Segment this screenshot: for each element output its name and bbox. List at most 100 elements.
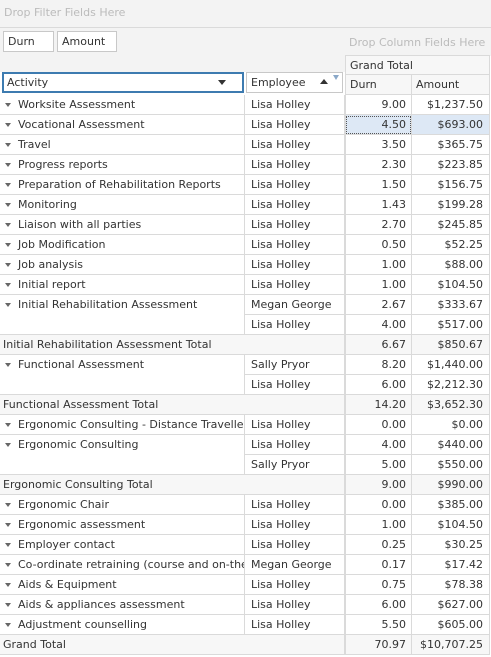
durn-cell[interactable]: 0.00: [345, 495, 412, 515]
sort-icon[interactable]: [320, 79, 328, 84]
data-field-button[interactable]: Amount: [57, 31, 117, 52]
row-field-button[interactable]: Activity: [2, 72, 244, 93]
activity-cell[interactable]: Progress reports: [0, 155, 245, 175]
durn-cell[interactable]: 1.00: [345, 515, 412, 535]
activity-cell[interactable]: Initial report: [0, 275, 245, 295]
amount-cell[interactable]: $0.00: [412, 415, 490, 435]
collapse-icon[interactable]: [5, 203, 11, 207]
durn-cell[interactable]: 6.00: [345, 375, 412, 395]
filter-area[interactable]: Drop Filter Fields Here: [0, 0, 491, 28]
durn-cell[interactable]: 0.25: [345, 535, 412, 555]
amount-cell[interactable]: $104.50: [412, 515, 490, 535]
amount-cell[interactable]: $517.00: [412, 315, 490, 335]
activity-cell[interactable]: Preparation of Rehabilitation Reports: [0, 175, 245, 195]
amount-cell[interactable]: $550.00: [412, 455, 490, 475]
collapse-icon[interactable]: [5, 443, 11, 447]
activity-cell[interactable]: Ergonomic Consulting: [0, 435, 245, 475]
employee-cell: Sally Pryor: [245, 355, 345, 375]
collapse-icon[interactable]: [5, 243, 11, 247]
activity-cell[interactable]: Aids & appliances assessment: [0, 595, 245, 615]
activity-cell[interactable]: Aids & Equipment: [0, 575, 245, 595]
collapse-icon[interactable]: [5, 163, 11, 167]
amount-cell[interactable]: $17.42: [412, 555, 490, 575]
activity-cell[interactable]: Initial Rehabilitation Assessment: [0, 295, 245, 335]
activity-cell[interactable]: Functional Assessment: [0, 355, 245, 395]
durn-cell[interactable]: 0.17: [345, 555, 412, 575]
amount-cell[interactable]: $1,237.50: [412, 95, 490, 115]
collapse-icon[interactable]: [5, 423, 11, 427]
durn-cell[interactable]: 8.20: [345, 355, 412, 375]
collapse-icon[interactable]: [5, 363, 11, 367]
amount-cell[interactable]: $156.75: [412, 175, 490, 195]
amount-cell[interactable]: $440.00: [412, 435, 490, 455]
durn-cell[interactable]: 0.50: [345, 235, 412, 255]
amount-cell[interactable]: $627.00: [412, 595, 490, 615]
collapse-icon[interactable]: [5, 283, 11, 287]
durn-cell[interactable]: 0.00: [345, 415, 412, 435]
amount-cell[interactable]: $223.85: [412, 155, 490, 175]
activity-cell[interactable]: Travel: [0, 135, 245, 155]
durn-cell[interactable]: 1.43: [345, 195, 412, 215]
amount-cell[interactable]: $333.67: [412, 295, 490, 315]
amount-cell[interactable]: $199.28: [412, 195, 490, 215]
collapse-icon[interactable]: [5, 543, 11, 547]
amount-cell[interactable]: $693.00: [412, 115, 490, 135]
durn-cell[interactable]: 9.00: [345, 95, 412, 115]
activity-cell[interactable]: Liaison with all parties: [0, 215, 245, 235]
durn-cell[interactable]: 2.70: [345, 215, 412, 235]
durn-cell[interactable]: 2.67: [345, 295, 412, 315]
data-field-button[interactable]: Durn: [3, 31, 54, 52]
collapse-icon[interactable]: [5, 123, 11, 127]
activity-cell[interactable]: Job Modification: [0, 235, 245, 255]
amount-cell[interactable]: $88.00: [412, 255, 490, 275]
activity-cell[interactable]: Job analysis: [0, 255, 245, 275]
column-area[interactable]: Drop Column Fields Here: [349, 36, 486, 49]
activity-cell[interactable]: Adjustment counselling: [0, 615, 245, 635]
collapse-icon[interactable]: [5, 583, 11, 587]
amount-cell[interactable]: $365.75: [412, 135, 490, 155]
amount-cell[interactable]: $30.25: [412, 535, 490, 555]
collapse-icon[interactable]: [5, 143, 11, 147]
durn-cell[interactable]: 0.75: [345, 575, 412, 595]
amount-cell[interactable]: $2,212.30: [412, 375, 490, 395]
amount-cell[interactable]: $385.00: [412, 495, 490, 515]
row-field-button[interactable]: Employee: [246, 72, 343, 93]
activity-cell[interactable]: Ergonomic Consulting - Distance Travelle…: [0, 415, 245, 435]
durn-cell[interactable]: 5.00: [345, 455, 412, 475]
activity-cell[interactable]: Vocational Assessment: [0, 115, 245, 135]
durn-cell[interactable]: 5.50: [345, 615, 412, 635]
amount-cell[interactable]: $78.38: [412, 575, 490, 595]
amount-cell[interactable]: $52.25: [412, 235, 490, 255]
collapse-icon[interactable]: [5, 263, 11, 267]
durn-cell[interactable]: 6.00: [345, 595, 412, 615]
activity-cell[interactable]: Monitoring: [0, 195, 245, 215]
activity-cell[interactable]: Worksite Assessment: [0, 95, 245, 115]
collapse-icon[interactable]: [5, 523, 11, 527]
amount-cell[interactable]: $104.50: [412, 275, 490, 295]
durn-cell[interactable]: 4.00: [345, 315, 412, 335]
collapse-icon[interactable]: [5, 303, 11, 307]
activity-cell[interactable]: Ergonomic assessment: [0, 515, 245, 535]
collapse-icon[interactable]: [5, 563, 11, 567]
activity-cell[interactable]: Employer contact: [0, 535, 245, 555]
collapse-icon[interactable]: [5, 623, 11, 627]
collapse-icon[interactable]: [5, 603, 11, 607]
collapse-icon[interactable]: [5, 103, 11, 107]
collapse-icon[interactable]: [5, 183, 11, 187]
collapse-icon[interactable]: [5, 223, 11, 227]
durn-cell[interactable]: 3.50: [345, 135, 412, 155]
amount-cell[interactable]: $245.85: [412, 215, 490, 235]
durn-cell[interactable]: 4.00: [345, 435, 412, 455]
durn-cell[interactable]: 1.00: [345, 255, 412, 275]
durn-cell[interactable]: 1.50: [345, 175, 412, 195]
durn-cell[interactable]: 4.50: [345, 115, 412, 135]
durn-cell[interactable]: 1.00: [345, 275, 412, 295]
durn-cell[interactable]: 2.30: [345, 155, 412, 175]
dropdown-icon[interactable]: [218, 80, 226, 85]
filter-icon[interactable]: [333, 75, 339, 80]
activity-cell[interactable]: Co-ordinate retraining (course and on-th…: [0, 555, 245, 575]
collapse-icon[interactable]: [5, 503, 11, 507]
amount-cell[interactable]: $605.00: [412, 615, 490, 635]
amount-cell[interactable]: $1,440.00: [412, 355, 490, 375]
activity-cell[interactable]: Ergonomic Chair: [0, 495, 245, 515]
